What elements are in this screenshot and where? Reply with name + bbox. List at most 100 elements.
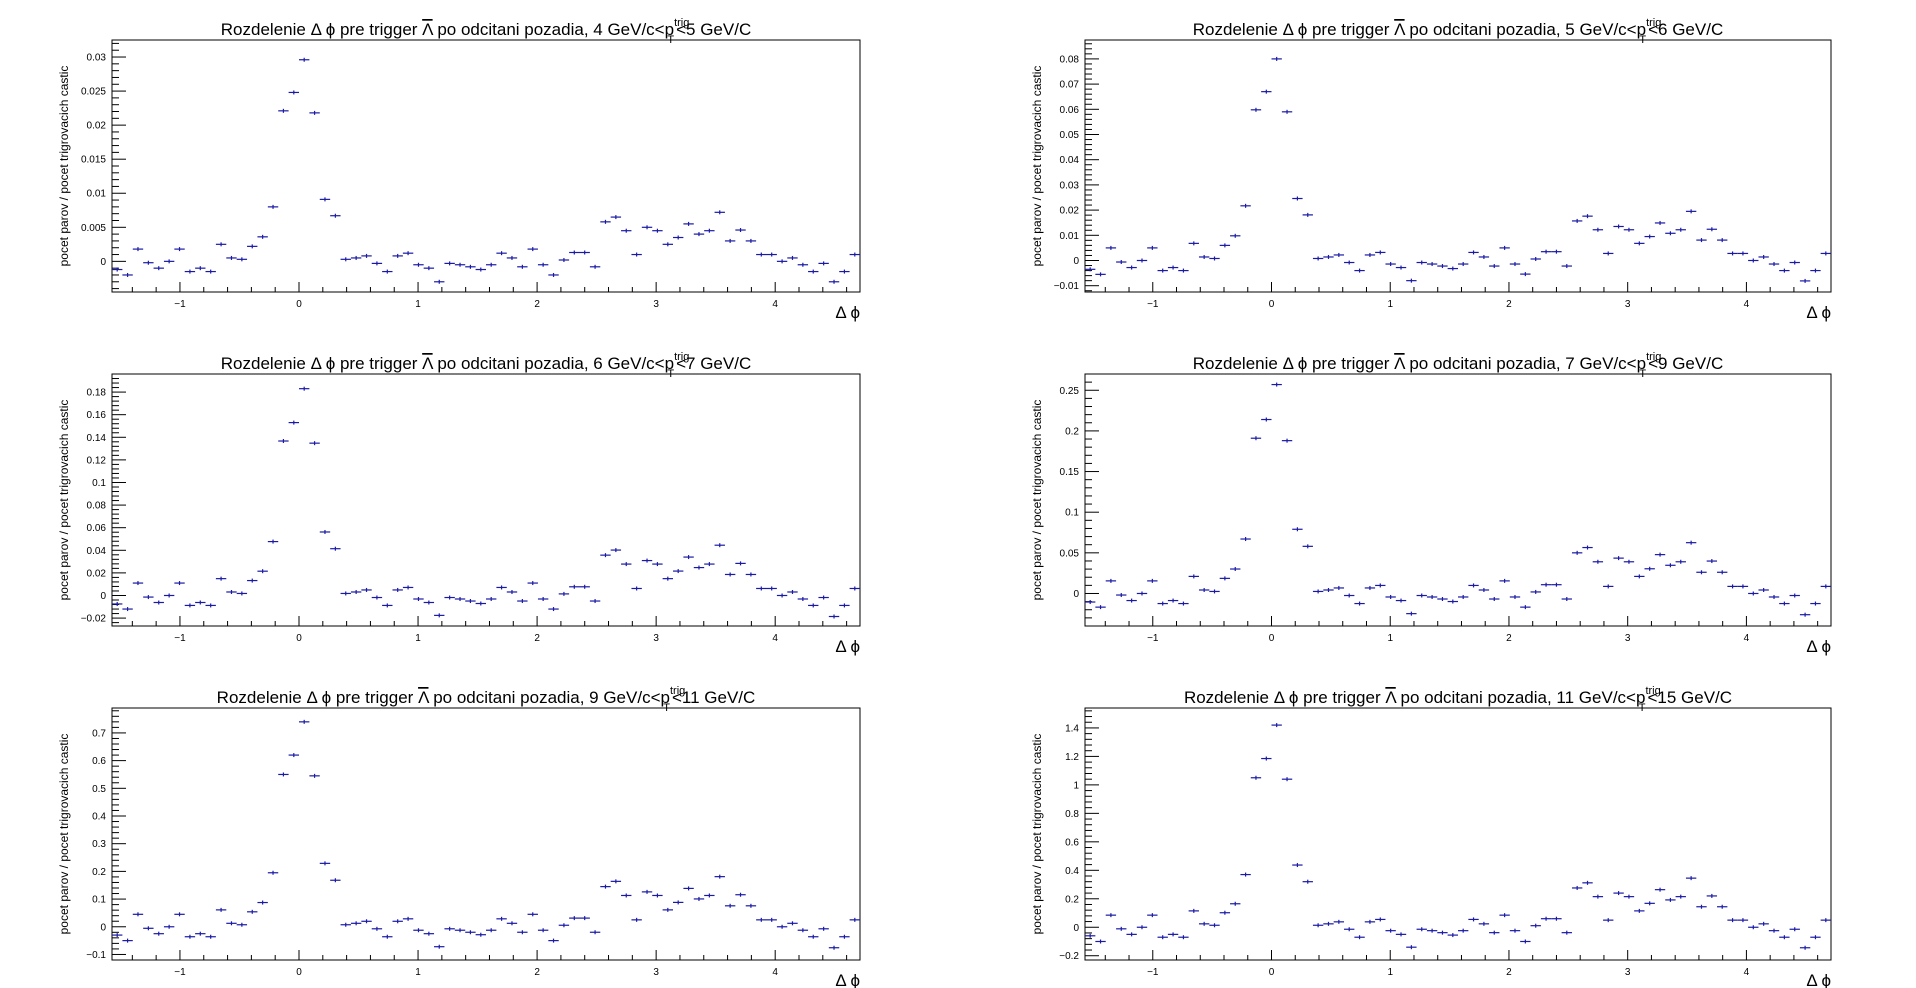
data-point [1447, 266, 1458, 271]
data-point [1613, 891, 1624, 896]
data-point [652, 893, 663, 898]
data-point [1530, 256, 1541, 261]
data-point [1592, 559, 1604, 564]
data-point [1561, 597, 1572, 602]
data-point [527, 912, 538, 917]
data-point [1209, 256, 1220, 261]
y-tick-label: 0 [100, 257, 106, 268]
data-point [1292, 863, 1303, 868]
data-point [1437, 930, 1448, 935]
y-tick-label: 0.02 [1060, 206, 1080, 217]
data-point [517, 264, 528, 269]
y-tick-label: 0.18 [87, 388, 107, 399]
data-point [174, 912, 185, 917]
x-tick-label: 3 [653, 633, 659, 644]
data-point [1540, 916, 1552, 921]
data-point [163, 593, 175, 598]
data-point [1333, 252, 1345, 257]
title-sub: T [1639, 34, 1646, 46]
y-tick-label: −0.2 [1059, 951, 1079, 962]
title-sup: trig [670, 685, 685, 697]
data-point [1126, 265, 1137, 270]
data-point [184, 269, 196, 274]
data-point [1478, 921, 1490, 926]
title-prefix: Rozdelenie [1184, 688, 1274, 707]
data-point [1395, 598, 1407, 603]
data-point [527, 581, 538, 586]
x-tick-label: 0 [296, 299, 302, 310]
data-point [319, 861, 331, 866]
y-tick-label: 0.01 [1060, 231, 1080, 242]
data-point [1696, 238, 1707, 243]
data-point [1634, 908, 1645, 913]
data-point [600, 219, 611, 224]
data-point [756, 586, 767, 591]
data-point [1810, 268, 1821, 273]
y-tick-label: 0.1 [92, 478, 106, 489]
data-point [1799, 612, 1811, 617]
title-antilambda: Λ [422, 354, 434, 373]
y-tick-label: 0.16 [87, 410, 107, 421]
data-point [1592, 227, 1604, 232]
data-point [1706, 559, 1718, 564]
data-point [631, 917, 642, 922]
data-point [1085, 600, 1096, 605]
title-suffix: <7 GeV/C [676, 354, 751, 373]
data-point [610, 215, 622, 220]
data-point [247, 578, 258, 583]
y-tick-label: 0.6 [1065, 837, 1079, 848]
data-point [1240, 537, 1251, 542]
x-axis-label: Δ ϕ [1806, 303, 1831, 322]
data-point [1426, 262, 1438, 267]
data-point [1167, 932, 1179, 937]
data-point [766, 917, 777, 922]
data-point [745, 572, 757, 577]
data-point [236, 591, 248, 596]
x-tick-label: −1 [1147, 967, 1159, 978]
data-point [1623, 559, 1635, 564]
data-point [1706, 227, 1718, 232]
data-point [631, 586, 642, 591]
data-point [1230, 567, 1241, 572]
data-point [1426, 594, 1438, 599]
x-tick-label: −1 [1147, 633, 1159, 644]
data-point [1437, 264, 1448, 269]
data-point [569, 584, 580, 589]
data-point [808, 934, 819, 939]
data-point [486, 596, 497, 601]
data-point [1665, 231, 1676, 236]
data-point [1219, 910, 1231, 915]
data-point [714, 543, 725, 548]
data-point [267, 204, 279, 209]
title-antilambda: Λ [418, 688, 430, 707]
data-point [382, 603, 393, 608]
data-point [1406, 611, 1417, 616]
data-point [1530, 589, 1541, 594]
data-point [1509, 262, 1521, 267]
data-point [589, 599, 601, 604]
y-tick-label: 0.03 [1060, 180, 1080, 191]
data-point [1271, 382, 1282, 387]
data-point [1375, 583, 1386, 588]
data-point [1810, 935, 1821, 940]
data-point [1385, 594, 1396, 599]
data-point [1737, 918, 1749, 923]
y-tick-label: 0.3 [92, 839, 106, 850]
x-tick-label: 3 [1625, 299, 1631, 310]
x-axis-label: Δ ϕ [835, 303, 860, 322]
data-point [392, 587, 403, 592]
data-point [1323, 921, 1334, 926]
x-tick-label: 4 [1744, 299, 1750, 310]
data-point [1385, 262, 1396, 267]
data-point [517, 599, 528, 604]
data-point [1665, 897, 1676, 902]
data-point [1447, 599, 1458, 604]
y-tick-label: 0.08 [87, 501, 107, 512]
data-point [548, 938, 559, 943]
data-point [1323, 254, 1334, 259]
plot-frame [1084, 707, 1832, 961]
data-point [1779, 601, 1790, 606]
x-tick-label: 2 [1506, 967, 1512, 978]
data-point [828, 945, 840, 950]
plot-frame [111, 39, 861, 293]
